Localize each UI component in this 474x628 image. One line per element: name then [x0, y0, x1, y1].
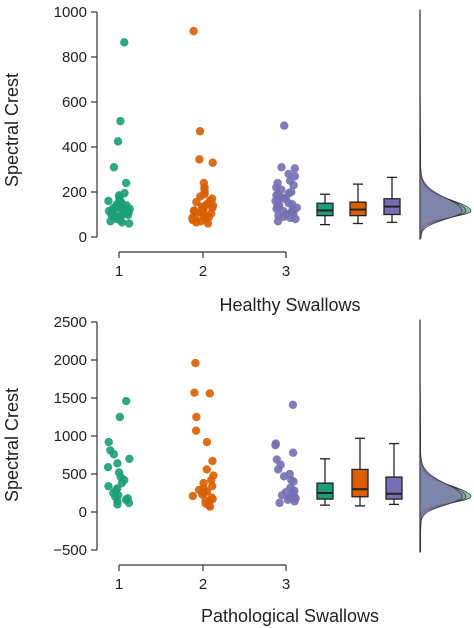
data-point	[273, 465, 283, 474]
y-tick-label: 0	[79, 229, 87, 246]
y-axis-title: Spectral Crest	[2, 73, 22, 187]
data-point	[205, 389, 215, 398]
data-point	[288, 448, 298, 457]
data-point	[289, 181, 298, 190]
y-tick-label: 2500	[54, 314, 87, 331]
boxplot-box	[385, 476, 403, 500]
data-point	[191, 426, 201, 435]
data-point	[125, 454, 134, 463]
data-point	[124, 498, 134, 508]
data-point	[280, 121, 289, 130]
data-point	[124, 219, 134, 228]
data-point	[109, 450, 119, 459]
data-point	[290, 497, 299, 506]
boxplot	[349, 183, 367, 225]
x-tick-label: 3	[282, 576, 290, 593]
x-tick-label: 2	[199, 263, 207, 280]
data-point	[116, 116, 125, 126]
x-tick-label: 1	[115, 576, 123, 593]
x-tick-label: 1	[115, 263, 123, 280]
data-point	[189, 26, 198, 36]
boxplot	[351, 437, 369, 507]
data-point	[117, 218, 127, 227]
x-axis-title: Pathological Swallows	[201, 606, 379, 626]
data-point	[208, 158, 217, 167]
data-point	[195, 155, 204, 164]
boxplot	[383, 176, 401, 224]
data-point	[205, 502, 215, 511]
density-curve	[419, 319, 467, 553]
data-point	[123, 210, 133, 220]
data-point	[275, 498, 284, 508]
y-tick-label: −500	[53, 542, 87, 559]
data-point	[115, 412, 125, 422]
data-point	[104, 481, 113, 491]
data-point	[208, 456, 217, 466]
healthy-swallows-panel: Spectral Crest 0 200 400 600 800 1000 1 2 3 Hea…	[2, 4, 472, 315]
data-point	[113, 459, 122, 468]
data-point	[120, 38, 129, 47]
data-point	[290, 164, 300, 173]
data-point	[202, 437, 212, 447]
data-point	[192, 412, 201, 422]
data-point	[192, 197, 201, 207]
data-point	[191, 358, 200, 368]
data-point	[192, 218, 201, 227]
y-tick-label: 1000	[54, 4, 87, 21]
pathological-swallows-panel: Spectral Crest −50005001000150020002500 …	[2, 314, 472, 626]
data-point	[121, 396, 131, 406]
x-tick-label: 3	[282, 263, 290, 280]
boxplot-box	[316, 202, 334, 217]
boxplot-box	[351, 468, 369, 498]
y-tick-label: 800	[62, 49, 87, 66]
data-point	[109, 163, 119, 172]
data-point	[203, 219, 213, 228]
y-tick-label: 1500	[54, 390, 87, 407]
data-point	[106, 217, 115, 226]
data-point	[113, 137, 123, 146]
boxplot	[316, 193, 334, 226]
data-point	[104, 437, 113, 447]
density-curve	[419, 319, 463, 553]
density-curve	[419, 9, 463, 240]
data-point	[190, 388, 199, 397]
data-point	[271, 440, 280, 450]
data-point	[291, 214, 300, 224]
data-point	[208, 481, 217, 491]
data-point	[284, 169, 293, 179]
y-tick-label: 1000	[54, 428, 87, 445]
y-tick-label: 600	[62, 94, 87, 111]
y-tick-label: 2000	[54, 352, 87, 369]
data-point	[279, 472, 289, 481]
data-point	[104, 196, 113, 206]
y-tick-label: 400	[62, 139, 87, 156]
y-axis-title: Spectral Crest	[2, 388, 22, 502]
data-point	[283, 495, 293, 505]
data-point	[188, 491, 198, 501]
data-point	[202, 465, 211, 474]
boxplot-box	[316, 482, 334, 500]
data-point	[272, 204, 281, 214]
boxplot	[385, 442, 403, 506]
density-curve	[419, 319, 472, 553]
y-tick-label: 0	[79, 504, 87, 521]
data-point	[113, 500, 122, 509]
x-axis-title: Healthy Swallows	[219, 295, 360, 315]
boxplot	[316, 458, 334, 506]
y-tick-label: 200	[62, 184, 87, 201]
data-point	[273, 217, 283, 226]
data-point	[195, 127, 205, 136]
data-point	[277, 163, 286, 172]
x-tick-label: 2	[199, 576, 207, 593]
data-point	[288, 400, 298, 410]
y-tick-label: 500	[62, 466, 87, 483]
data-point	[103, 462, 113, 472]
data-point	[277, 491, 287, 500]
data-point	[121, 178, 131, 188]
